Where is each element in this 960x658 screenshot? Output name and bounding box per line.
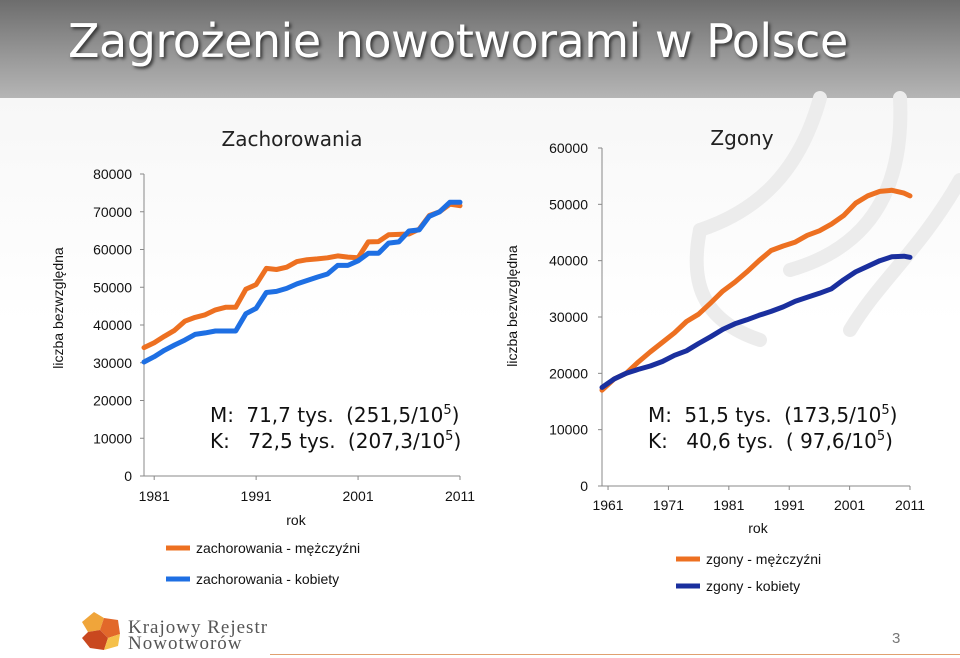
y-axis-label: liczba bezwzględna (50, 247, 66, 369)
chart-title: Zgony (710, 126, 773, 150)
legend-entry-men: zgony - mężczyźni (706, 551, 821, 567)
slide-title: Zagrożenie nowotworami w Polsce (68, 14, 848, 68)
x-ticks: 1961 1971 1981 1991 2001 2011 (592, 486, 925, 513)
series-group (141, 199, 463, 365)
series-line-women (599, 253, 913, 390)
x-tick-label: 2011 (895, 497, 925, 513)
y-tick-label: 20000 (549, 365, 588, 381)
y-tick-label: 10000 (549, 422, 588, 438)
annotation-label: M: (648, 403, 672, 427)
y-tick-label: 0 (580, 478, 588, 494)
chart-zgony: Zgony liczba bezwzględna 0 10000 20000 3000… (504, 126, 925, 594)
x-tick-label: 1961 (592, 497, 623, 513)
x-tick-label: 1991 (774, 497, 805, 513)
footer-divider (270, 654, 960, 655)
series-line-women (141, 199, 463, 365)
x-ticks: 1981 1991 2001 2011 (139, 476, 475, 504)
y-ticks: 0 10000 20000 30000 40000 50000 60000 (549, 140, 602, 494)
y-axis-label: liczba bezwzględna (504, 245, 520, 367)
series-line-men (141, 201, 463, 351)
annotation-label: M: (210, 403, 234, 427)
annotation-value: 40,6 tys. (686, 429, 773, 453)
annotation-rate-exp: 5 (443, 403, 451, 418)
slide-content (0, 98, 960, 658)
series-group (599, 187, 913, 393)
x-tick-label: 2001 (834, 497, 865, 513)
y-ticks: 0 10000 20000 30000 40000 50000 60000 70000 8000… (93, 166, 144, 484)
annotation-label: K: (648, 429, 668, 453)
x-axis-label: rok (286, 512, 306, 528)
y-tick-label: 50000 (549, 196, 588, 212)
y-tick-label: 30000 (549, 309, 588, 325)
page-number: 3 (892, 630, 901, 647)
annotation-rate-exp: 5 (877, 429, 885, 444)
y-tick-label: 60000 (93, 242, 132, 258)
annotation-women: K: 72,5 tys. (207,3/105) (210, 429, 461, 453)
title-band: Zagrożenie nowotworami w Polsce (0, 0, 960, 98)
annotation-men: M: 71,7 tys. (251,5/105) (210, 403, 459, 427)
y-tick-label: 30000 (93, 355, 132, 371)
y-tick-label: 70000 (93, 204, 132, 220)
legend: zgony - mężczyźni zgony - kobiety (676, 551, 821, 594)
x-tick-label: 1991 (241, 488, 272, 504)
annotation-rate-exp: 5 (881, 403, 889, 418)
y-tick-label: 80000 (93, 166, 132, 182)
annotation-rate-end: ) (453, 429, 461, 453)
logo-text-line2: Nowotworów (128, 633, 243, 654)
y-tick-label: 50000 (93, 279, 132, 295)
y-tick-label: 0 (124, 468, 132, 484)
chart-title: Zachorowania (222, 127, 363, 151)
annotation-men: M: 51,5 tys. (173,5/105) (648, 403, 897, 427)
annotation-label: K: (210, 429, 230, 453)
annotation-rate-end: ) (890, 403, 898, 427)
annotation-rate-end: ) (885, 429, 893, 453)
legend-entry-women: zgony - kobiety (706, 578, 800, 594)
y-tick-label: 20000 (93, 393, 132, 409)
svg-text:K: 72,5 tys. (: K: 72,5 tys. (207,3/105) (210, 429, 461, 453)
annotation-rate: (207,3/10 (348, 429, 445, 453)
series-line-men (599, 187, 913, 393)
y-tick-label: 60000 (549, 140, 588, 156)
annotation-value: 72,5 tys. (248, 429, 335, 453)
x-tick-label: 1981 (139, 488, 170, 504)
y-tick-label: 10000 (93, 430, 132, 446)
annotation-rate-end: ) (452, 403, 460, 427)
y-tick-label: 40000 (93, 317, 132, 333)
annotation-rate: ( 97,6/10 (786, 429, 877, 453)
x-tick-label: 2001 (342, 488, 373, 504)
svg-text:M: 71,7 tys. (: M: 71,7 tys. (251,5/105) (210, 403, 459, 427)
legend-entry-women: zachorowania - kobiety (196, 571, 339, 587)
annotation-rate: (251,5/10 (346, 403, 443, 427)
legend: zachorowania - mężczyźni zachorowania - … (166, 540, 360, 587)
annotation-value: 51,5 tys. (684, 403, 771, 427)
svg-text:K: 40,6 tys. (: K: 40,6 tys. ( 97,6/105) (648, 429, 893, 453)
logo-text-line1: Krajowy Rejestr (128, 617, 269, 638)
y-tick-label: 40000 (549, 253, 588, 269)
krn-logo-icon (82, 612, 120, 650)
x-tick-label: 2011 (445, 488, 475, 504)
svg-text:M: 51,5 tys. (: M: 51,5 tys. (173,5/105) (648, 403, 897, 427)
x-tick-label: 1971 (653, 497, 684, 513)
annotation-value: 71,7 tys. (246, 403, 333, 427)
legend-entry-men: zachorowania - mężczyźni (196, 540, 360, 556)
chart-zachorowania: Zachorowania liczba bezwzględna 0 10000 20… (50, 127, 475, 587)
x-tick-label: 1981 (713, 497, 744, 513)
x-axis-label: rok (748, 520, 768, 536)
annotation-rate-exp: 5 (445, 429, 453, 444)
annotation-women: K: 40,6 tys. ( 97,6/105) (648, 429, 893, 453)
annotation-rate: (173,5/10 (784, 403, 881, 427)
